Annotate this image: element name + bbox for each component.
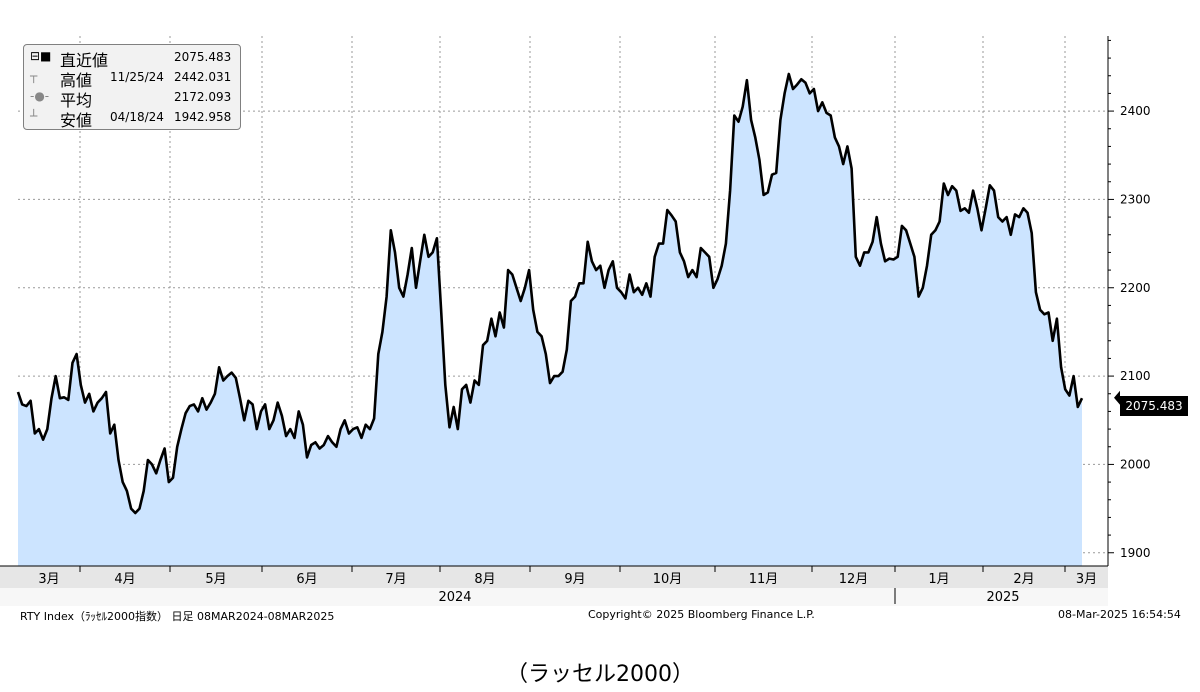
month-label: 6月 [296, 572, 317, 587]
y-tick-label: 1900 [1120, 546, 1151, 560]
y-tick-label: 2300 [1120, 192, 1151, 206]
month-label: 9月 [564, 572, 585, 587]
footer-timestamp: 08-Mar-2025 16:54:54 [1058, 608, 1181, 621]
month-label: 4月 [114, 572, 135, 587]
month-label: 8月 [474, 572, 495, 587]
legend-row: ┬ 高値 11/25/24 2442.031 [24, 67, 240, 90]
month-label: 12月 [839, 572, 869, 587]
legend-marker-icon: ⊟■ [30, 49, 52, 63]
y-tick-label: 2400 [1120, 104, 1151, 118]
legend-row: -●- 平均 2172.093 [24, 87, 240, 110]
legend-row: ⊟■ 直近値 2075.483 [24, 47, 240, 70]
legend-value: 2442.031 [174, 70, 232, 84]
month-label: 7月 [385, 572, 406, 587]
series-area [16, 72, 1084, 566]
legend-label: 高値 [60, 71, 93, 90]
legend-marker-icon: ┬ [30, 69, 38, 83]
month-label: 3月 [38, 572, 59, 587]
legend-row: ┴ 安値 04/18/24 1942.958 [24, 107, 240, 130]
legend-label: 直近値 [60, 51, 109, 70]
legend-date: 11/25/24 [110, 70, 164, 84]
legend-value: 2075.483 [174, 50, 232, 64]
month-label: 5月 [205, 572, 226, 587]
year-label: 2025 [986, 590, 1019, 605]
month-label: 3月 [1076, 572, 1097, 587]
month-label: 1月 [928, 572, 949, 587]
footer-copyright: Copyright© 2025 Bloomberg Finance L.P. [588, 608, 815, 621]
month-label: 10月 [653, 572, 683, 587]
legend-marker-icon: ┴ [30, 109, 38, 123]
x-axis-band [0, 566, 1108, 588]
series-line [16, 72, 1084, 515]
last-value-pointer [1114, 390, 1120, 405]
legend-label: 安値 [60, 111, 93, 130]
legend-marker-icon: -●- [30, 89, 50, 103]
year-band [0, 588, 1108, 606]
legend-date: 04/18/24 [110, 110, 164, 124]
legend-label: 平均 [60, 91, 93, 110]
legend-value: 2172.093 [174, 90, 232, 104]
chart-area: 1900 2000 2100 2200 2300 2400 3月 4月 5月 6月 7月 8月 9月 1… [0, 36, 1151, 606]
series-fill [18, 74, 1082, 566]
y-tick-label: 2000 [1120, 457, 1151, 471]
chart-caption: （ラッセル2000） [506, 662, 694, 687]
y-tick-label: 2100 [1120, 369, 1151, 383]
y-tick-labels: 1900 2000 2100 2200 2300 2400 [1120, 104, 1151, 560]
footer-source: RTY Index（ﾗｯｾﾙ2000指数） 日足 08MAR2024-08MAR… [20, 610, 335, 623]
y-tick-label: 2200 [1120, 281, 1151, 295]
legend: ⊟■ 直近値 2075.483 ┬ 高値 11/25/24 2442.031 -●- 平均 217… [23, 44, 241, 130]
month-labels: 3月 4月 5月 6月 7月 8月 9月 10月 11月 12月 1月 2月 3月 2024 2025 [38, 572, 1097, 605]
month-label: 11月 [749, 572, 779, 587]
month-label: 2月 [1013, 572, 1034, 587]
last-value-tag: 2075.483 [1120, 396, 1188, 416]
legend-value: 1942.958 [174, 110, 232, 124]
year-label: 2024 [438, 590, 471, 605]
axes [0, 36, 1120, 606]
